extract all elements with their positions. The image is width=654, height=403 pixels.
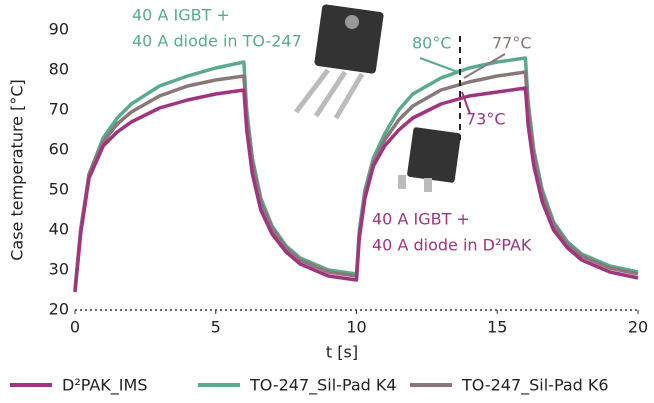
- d2pak-package: [398, 127, 461, 192]
- series-line: [75, 88, 638, 292]
- x-axis-label: t [s]: [326, 343, 358, 362]
- y-tick-label: 20: [49, 300, 69, 319]
- x-tick-label: 5: [211, 318, 221, 337]
- y-tick-label: 40: [49, 220, 69, 239]
- y-tick-label: 70: [49, 100, 69, 119]
- x-tick-label: 15: [487, 318, 507, 337]
- annotation: 40 A IGBT +: [372, 210, 470, 229]
- legend-label: D²PAK_IMS: [62, 376, 147, 396]
- y-tick-label: 80: [49, 60, 69, 79]
- x-tick-label: 0: [70, 318, 80, 337]
- legend-label: TO-247_Sil-Pad K4: [249, 376, 397, 396]
- annotation: 40 A IGBT +: [132, 6, 230, 25]
- annotation: 40 A diode in TO-247: [132, 32, 302, 51]
- y-tick-label: 30: [49, 260, 69, 279]
- chart: 20 30 40 50 60 70 80 90 0 5 10 15 20 40 A IGBT + 40 …: [0, 0, 654, 403]
- legend-label: TO-247_Sil-Pad K6: [461, 376, 609, 396]
- x-tick-label: 10: [346, 318, 366, 337]
- legend: D²PAK_IMS TO-247_Sil-Pad K4 TO-247_Sil-Pad…: [10, 376, 609, 396]
- annotation: 80°C: [412, 34, 452, 53]
- x-tick-label: 20: [628, 318, 648, 337]
- y-axis-label: Case temperature [°C]: [8, 79, 27, 261]
- y-tick-label: 50: [49, 180, 69, 199]
- y-tick-label: 90: [49, 20, 69, 39]
- annotation: 77°C: [492, 34, 532, 53]
- y-tick-label: 60: [49, 140, 69, 159]
- to247-package: [296, 4, 384, 118]
- annotation: 73°C: [466, 110, 506, 129]
- annotation: 40 A diode in D²PAK: [372, 236, 532, 255]
